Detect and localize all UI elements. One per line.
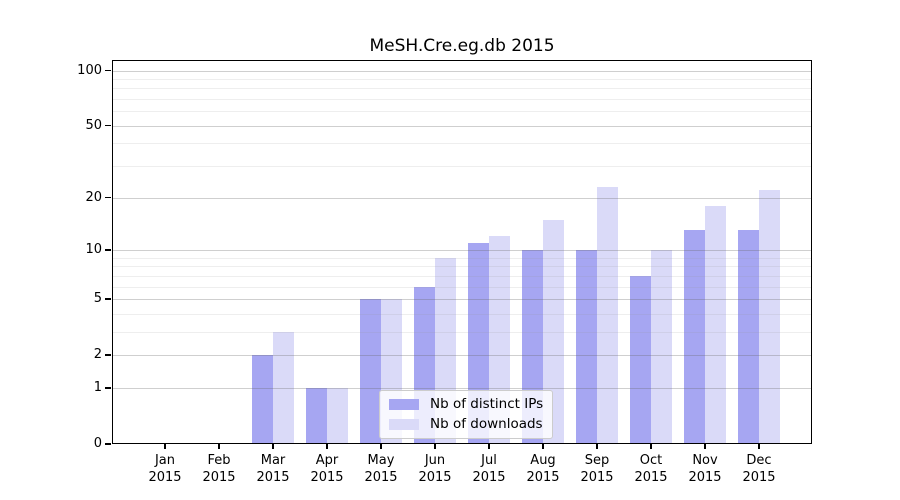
legend-label-distinct-ips: Nb of distinct IPs	[430, 396, 544, 412]
y-tick-mark	[105, 125, 111, 127]
legend-swatch-distinct-ips	[389, 399, 419, 410]
legend-label-downloads: Nb of downloads	[430, 416, 543, 432]
bar-distinct-ips-oct	[630, 275, 651, 444]
x-tick-label-line: Mar	[260, 453, 286, 468]
y-tick-label: 5	[93, 290, 102, 306]
x-tick-mark	[488, 444, 490, 449]
bar-downloads-oct	[651, 249, 672, 444]
x-tick-label: Aug 2015	[515, 452, 571, 486]
legend-item-distinct-ips: Nb of distinct IPs	[389, 396, 543, 413]
y-tick-label: 20	[85, 189, 102, 205]
legend-item-downloads: Nb of downloads	[389, 416, 543, 433]
y-tick-label: 1	[93, 379, 102, 395]
x-tick-label-line: 2015	[256, 470, 290, 485]
x-tick-mark	[704, 444, 706, 449]
x-tick-mark	[542, 444, 544, 449]
bar-downloads-apr	[327, 387, 348, 444]
x-tick-mark	[758, 444, 760, 449]
y-tick-label: 50	[85, 117, 102, 133]
y-tick-mark	[105, 196, 111, 199]
x-tick-label-line: 2015	[688, 470, 722, 485]
bar-distinct-ips-nov	[684, 230, 705, 444]
bar-downloads-aug	[543, 219, 564, 444]
bar-downloads-nov	[705, 205, 726, 444]
x-tick-label: May 2015	[353, 452, 409, 486]
bar-distinct-ips-apr	[306, 387, 327, 444]
x-tick-label-line: 2015	[310, 470, 344, 485]
legend-swatch-downloads	[389, 419, 419, 430]
x-tick-label-line: Jan	[154, 453, 176, 468]
x-tick-mark	[272, 444, 274, 449]
x-tick-label-line: Apr	[315, 453, 339, 468]
x-tick-mark	[164, 444, 166, 449]
bars-layer	[112, 60, 812, 444]
x-tick-label-line: Aug	[530, 453, 556, 468]
x-tick-label-line: 2015	[364, 470, 398, 485]
x-tick-label-line: 2015	[580, 470, 614, 485]
y-tick-label: 2	[93, 347, 102, 363]
x-tick-label-line: Jul	[481, 453, 497, 468]
x-tick-label: Jul 2015	[461, 452, 517, 486]
y-tick-mark	[105, 69, 111, 72]
x-tick-label-line: Jun	[424, 453, 446, 468]
x-tick-label: Sep 2015	[569, 452, 625, 486]
x-tick-label-line: 2015	[472, 470, 506, 485]
bar-downloads-dec	[759, 190, 780, 444]
x-tick-label-line: May	[367, 453, 395, 468]
x-tick-label: Nov 2015	[677, 452, 733, 486]
x-tick-label: Mar 2015	[245, 452, 301, 486]
bar-distinct-ips-dec	[738, 230, 759, 444]
x-tick-label-line: 2015	[634, 470, 668, 485]
legend: Nb of distinct IPs Nb of downloads	[379, 390, 554, 439]
bar-distinct-ips-sep	[576, 249, 597, 444]
x-tick-label: Dec 2015	[731, 452, 787, 486]
y-tick-mark	[105, 387, 111, 389]
x-tick-mark	[326, 444, 328, 449]
x-tick-label-line: 2015	[526, 470, 560, 485]
x-tick-mark	[596, 444, 598, 449]
x-tick-label-line: 2015	[418, 470, 452, 485]
plot-area	[112, 60, 812, 444]
y-tick-mark	[105, 298, 111, 300]
x-tick-mark	[380, 444, 382, 449]
bar-downloads-sep	[597, 186, 618, 444]
y-tick-mark	[105, 354, 111, 356]
y-tick-label: 100	[77, 62, 102, 78]
y-tick-label: 0	[93, 436, 102, 451]
chart-title: MeSH.Cre.eg.db 2015	[369, 36, 555, 56]
x-tick-mark	[218, 444, 220, 449]
x-tick-label-line: Dec	[746, 453, 772, 468]
x-tick-label: Feb 2015	[191, 452, 247, 486]
bar-distinct-ips-mar	[252, 355, 273, 444]
x-tick-label: Apr 2015	[299, 452, 355, 486]
x-tick-label: Jun 2015	[407, 452, 463, 486]
x-tick-label-line: Nov	[692, 453, 718, 468]
y-tick-mark	[105, 443, 111, 445]
x-tick-label: Oct 2015	[623, 452, 679, 486]
x-tick-label-line: Feb	[207, 453, 231, 468]
x-tick-label-line: 2015	[742, 470, 776, 485]
x-tick-mark	[434, 444, 436, 449]
x-tick-label-line: 2015	[148, 470, 182, 485]
x-tick-label-line: Oct	[639, 453, 663, 468]
x-tick-label-line: Sep	[584, 453, 610, 468]
x-tick-label: Jan 2015	[137, 452, 193, 486]
y-tick-label: 10	[85, 241, 102, 257]
bar-distinct-ips-may	[360, 299, 381, 444]
x-tick-label-line: 2015	[202, 470, 236, 485]
bar-downloads-mar	[273, 331, 294, 444]
y-tick-mark	[105, 249, 111, 251]
x-tick-mark	[650, 444, 652, 449]
